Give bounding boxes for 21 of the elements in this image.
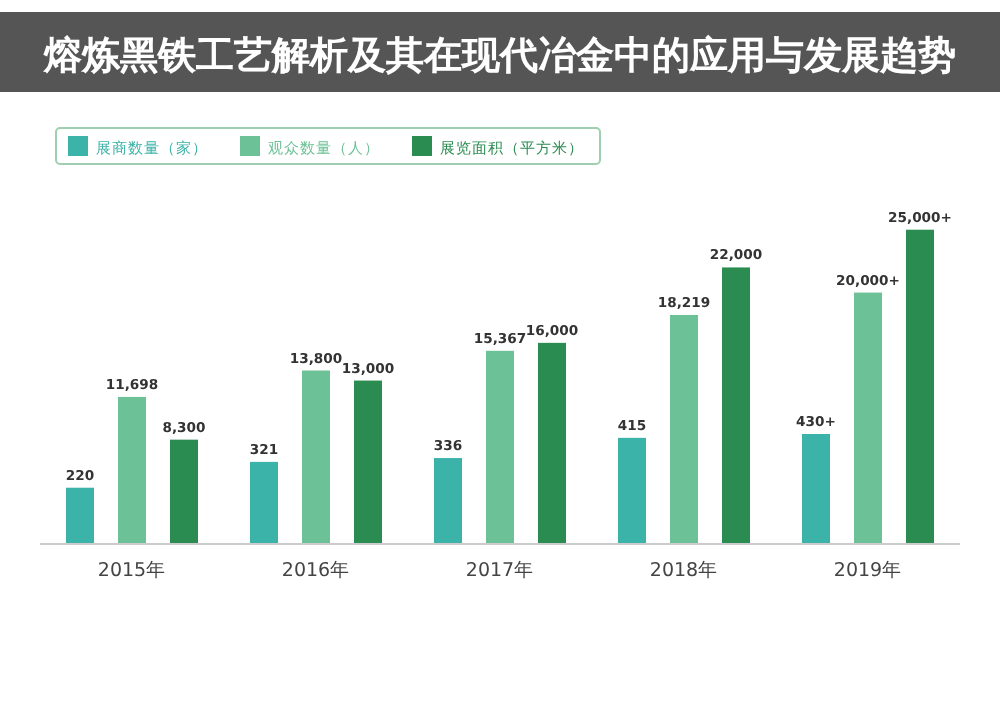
x-tick-label: 2016年 [281, 558, 351, 582]
x-tick-label: 2017年 [465, 558, 535, 582]
bar [486, 350, 514, 544]
bar [538, 342, 566, 544]
bar [802, 434, 830, 544]
chart-title: 熔炼黑铁工艺解析及其在现代冶金中的应用与发展趋势 [42, 34, 956, 78]
bar [354, 380, 382, 544]
bar [906, 229, 934, 544]
x-tick-label: 2015年 [97, 558, 167, 582]
bar [302, 370, 330, 544]
bar [118, 396, 146, 544]
bar [250, 461, 278, 544]
x-tick-label: 2019年 [833, 558, 903, 582]
bar [722, 267, 750, 544]
bar [170, 439, 198, 544]
bar [434, 458, 462, 544]
bar [618, 437, 646, 544]
x-tick-label: 2018年 [649, 558, 719, 582]
bar [66, 487, 94, 544]
bar [670, 314, 698, 544]
bar [854, 292, 882, 544]
